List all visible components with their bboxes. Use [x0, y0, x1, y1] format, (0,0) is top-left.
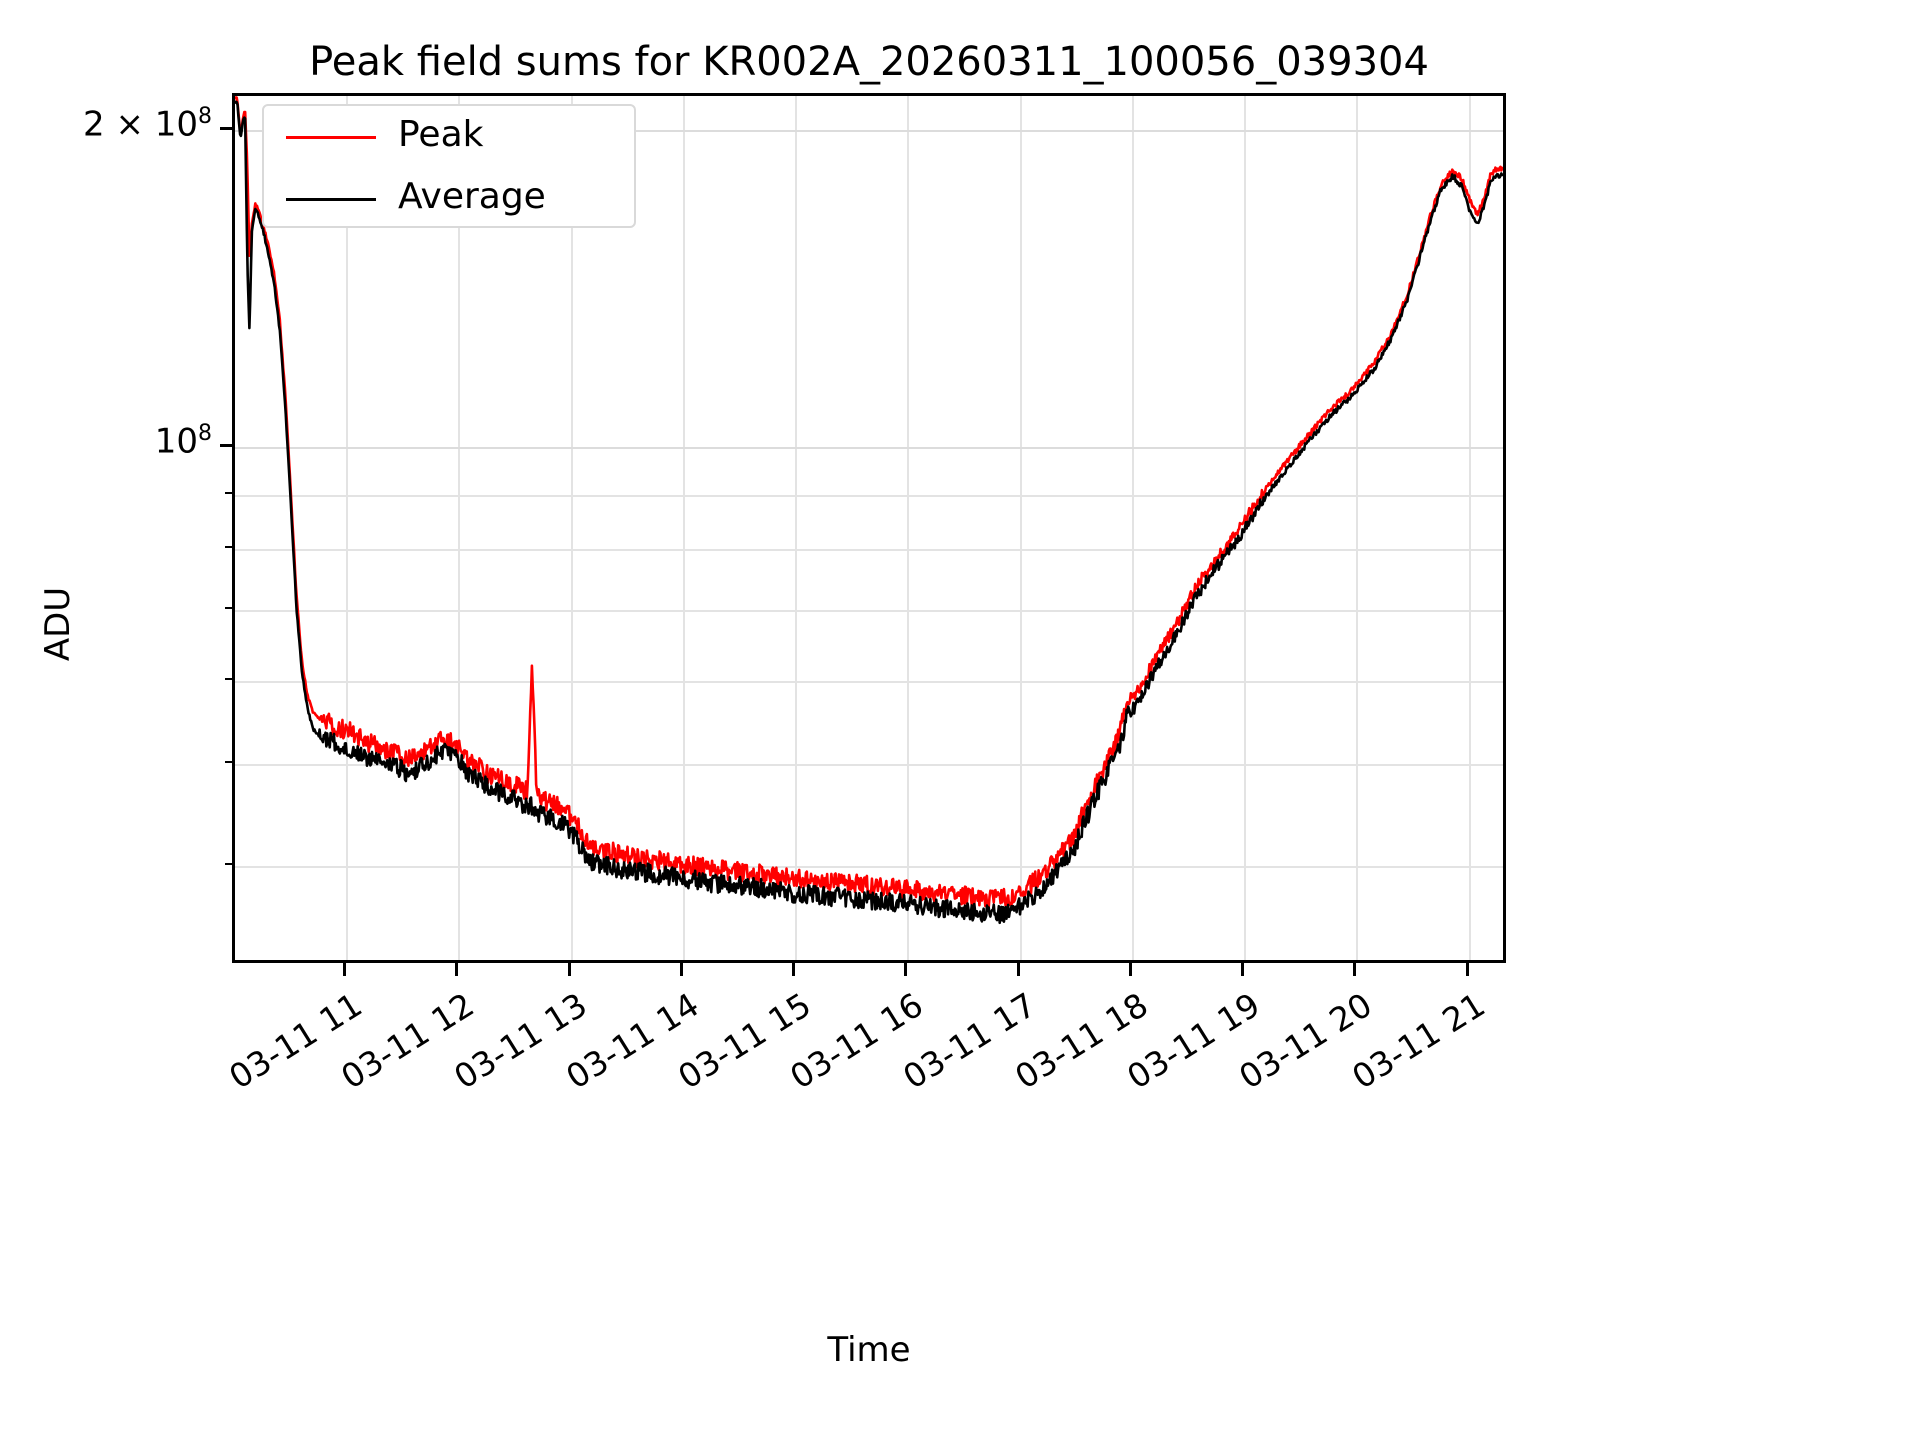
- x-tick-mark: [455, 963, 459, 976]
- x-tick-mark: [792, 963, 796, 976]
- y-tick-label: 2 × 108: [83, 104, 212, 145]
- x-tick-mark: [1465, 963, 1469, 976]
- legend-label-average: Average: [398, 176, 546, 217]
- y-tick-mark-minor: [225, 492, 232, 495]
- grid-line-vertical: [1019, 96, 1022, 960]
- x-tick-mark: [343, 963, 347, 976]
- legend-label-peak: Peak: [398, 114, 484, 155]
- grid-line-horizontal: [235, 130, 1503, 133]
- grid-line-vertical: [795, 96, 798, 960]
- x-axis-label: Time: [827, 1330, 911, 1370]
- page-title: Peak field sums for KR002A_20260311_1000…: [309, 39, 1429, 85]
- x-tick-mark: [1128, 963, 1132, 976]
- grid-line-horizontal: [235, 610, 1503, 613]
- y-axis-label: ADU: [38, 586, 78, 662]
- y-tick-mark-minor: [225, 546, 232, 548]
- grid-line-horizontal: [235, 495, 1503, 498]
- grid-line-vertical: [346, 96, 349, 960]
- grid-line-vertical: [1356, 96, 1359, 960]
- legend-swatch-peak: [286, 136, 376, 139]
- grid-line-vertical: [458, 96, 461, 960]
- y-tick-mark-minor: [225, 607, 232, 610]
- grid-line-vertical: [682, 96, 685, 960]
- grid-line-vertical: [907, 96, 910, 960]
- grid-line-horizontal: [235, 447, 1503, 449]
- data-series-layer: [235, 96, 1503, 960]
- grid-line-vertical: [570, 96, 573, 960]
- y-tick-mark-minor: [225, 677, 232, 680]
- grid-line-vertical: [1131, 96, 1134, 960]
- grid-line-horizontal: [235, 763, 1503, 766]
- y-tick-mark-minor: [225, 760, 232, 763]
- x-tick-mark: [904, 963, 908, 976]
- x-tick-mark: [679, 963, 683, 976]
- y-tick-mark-major: [220, 127, 232, 131]
- grid-line-horizontal: [235, 680, 1503, 683]
- x-tick-mark: [1353, 963, 1357, 976]
- legend-swatch-average: [286, 198, 376, 201]
- y-tick-label: 108: [154, 421, 212, 462]
- x-tick-mark: [567, 963, 571, 976]
- series-line-average: [235, 102, 1503, 923]
- y-tick-mark-major: [220, 444, 232, 447]
- y-tick-mark-minor: [225, 862, 232, 865]
- plot-axes: [232, 93, 1506, 963]
- grid-line-horizontal: [235, 865, 1503, 868]
- chart-legend: Peak Average: [262, 104, 636, 228]
- legend-item-average: Average: [264, 168, 634, 230]
- grid-line-vertical: [1468, 96, 1471, 960]
- legend-item-peak: Peak: [264, 106, 634, 168]
- x-tick-mark: [1241, 963, 1245, 976]
- grid-line-horizontal: [235, 549, 1503, 551]
- x-tick-mark: [1016, 963, 1020, 976]
